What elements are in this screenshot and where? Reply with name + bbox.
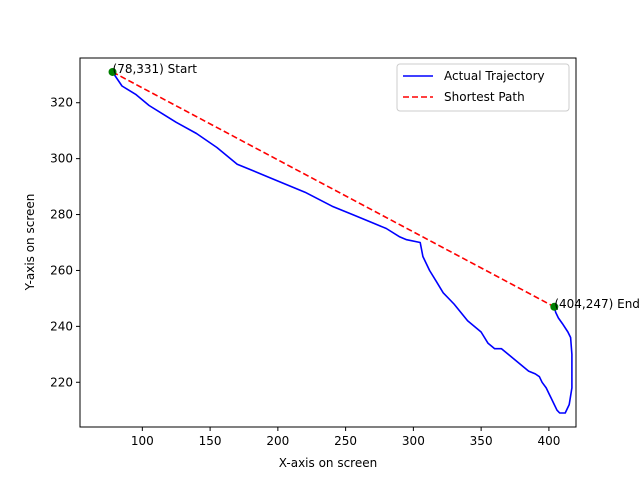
x-tick-label: 400 (537, 434, 560, 448)
x-tick-label: 200 (266, 434, 289, 448)
legend-box (396, 63, 570, 112)
plot-lines (111, 71, 573, 414)
legend: Actual Trajectory Shortest Path (396, 63, 570, 112)
legend-items: Actual Trajectory Shortest Path (403, 69, 545, 104)
y-axis-label: Y-axis on screen (23, 194, 37, 292)
x-tick-label: 300 (402, 434, 425, 448)
end-point-marker (550, 302, 559, 311)
y-tick-label: 240 (50, 319, 73, 333)
legend-label: Shortest Path (444, 90, 525, 104)
y-tick-label: 220 (50, 375, 73, 389)
x-tick-label: 350 (470, 434, 493, 448)
plot-area-frame (79, 57, 577, 428)
y-axis-ticks: 220 240 260 280 300 320 (50, 96, 80, 389)
x-tick-label: 250 (334, 434, 357, 448)
x-tick-label: 150 (199, 434, 222, 448)
shortest-path-line (112, 71, 555, 308)
plot-markers (108, 67, 559, 311)
x-axis-ticks: 100 150 200 250 300 350 400 (131, 427, 560, 448)
y-tick-label: 260 (50, 263, 73, 277)
start-point-label: (78,331) Start (113, 62, 198, 76)
end-point-label: (404,247) End (554, 297, 640, 311)
start-point-marker (108, 67, 117, 76)
y-tick-label: 320 (50, 96, 73, 110)
legend-label: Actual Trajectory (444, 69, 545, 83)
x-tick-label: 100 (131, 434, 154, 448)
actual-trajectory-line (111, 71, 573, 414)
y-tick-label: 300 (50, 152, 73, 166)
y-tick-label: 280 (50, 208, 73, 222)
x-axis-label: X-axis on screen (279, 456, 377, 470)
